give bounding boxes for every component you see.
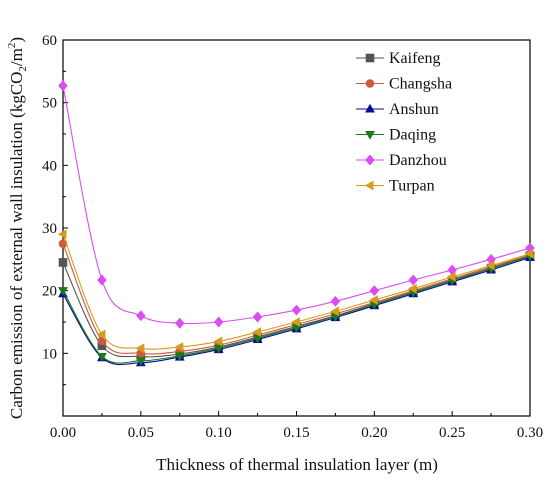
series-layer [57, 80, 535, 367]
data-point-turpan [330, 306, 339, 317]
data-point-turpan [252, 327, 262, 337]
x-tick-label: 0.25 [439, 425, 465, 441]
legend-marker-changsha [365, 79, 375, 88]
data-point-daqing [97, 352, 107, 362]
data-point-turpan [57, 229, 67, 240]
series-line-changsha [62, 243, 531, 355]
series-daqing [58, 252, 535, 367]
data-point-turpan [408, 283, 417, 294]
legend-marker-daqing [365, 131, 375, 140]
data-point-daqing [58, 287, 68, 296]
data-point-danzhou [369, 285, 380, 297]
data-point-turpan [485, 260, 495, 271]
y-tick-label: 20 [42, 284, 57, 300]
y-axis: 10 20 30 40 50 60 [42, 33, 68, 386]
data-point-turpan [96, 329, 106, 340]
legend-label-anshun: Anshun [389, 101, 439, 118]
data-point-danzhou [252, 311, 263, 323]
legend-marker-kaifeng [365, 53, 375, 63]
series-changsha [58, 239, 535, 358]
x-tick-label: 0.15 [283, 425, 309, 441]
data-point-turpan [135, 343, 145, 354]
y-tick-label: 30 [42, 221, 57, 237]
series-line-danzhou [62, 85, 531, 325]
legend-item-kaifeng: Kaifeng [356, 50, 441, 67]
legend: Kaifeng Changsha Anshun Daqing Danzhou Turpan [356, 50, 452, 195]
legend-marker-danzhou [365, 154, 375, 166]
x-tick-label: 0.10 [206, 425, 232, 441]
x-tick-label: 0.20 [361, 425, 387, 441]
data-point-daqing [174, 352, 185, 362]
legend-item-anshun: Anshun [356, 101, 439, 118]
x-tick-label: 0.05 [128, 425, 154, 441]
data-point-danzhou [330, 295, 341, 307]
legend-item-daqing: Daqing [356, 127, 436, 144]
series-danzhou [58, 80, 535, 329]
legend-label-kaifeng: Kaifeng [389, 50, 441, 67]
y-tick-label: 40 [42, 158, 57, 174]
x-axis-title: Thickness of thermal insulation layer (m… [156, 455, 438, 474]
data-point-turpan [369, 295, 378, 305]
data-point-kaifeng [58, 258, 68, 267]
data-point-danzhou [136, 310, 146, 322]
legend-label-turpan: Turpan [389, 178, 435, 195]
data-point-daqing [252, 334, 263, 344]
legend-marker-anshun [365, 103, 375, 113]
data-point-changsha [58, 239, 68, 248]
data-point-daqing [213, 344, 224, 354]
x-tick-label: 0.30 [517, 425, 543, 441]
plot-frame [62, 39, 531, 417]
legend-item-danzhou: Danzhou [356, 152, 447, 169]
data-point-danzhou [213, 316, 224, 328]
data-point-danzhou [291, 304, 302, 316]
legend-item-changsha: Changsha [356, 76, 452, 93]
data-point-turpan [174, 342, 184, 352]
y-tick-label: 50 [42, 96, 57, 112]
data-point-danzhou [408, 274, 419, 286]
y-tick-label: 60 [42, 33, 57, 49]
data-point-danzhou [58, 80, 68, 92]
data-point-turpan [213, 336, 223, 347]
x-axis: 0.00 0.05 0.10 0.15 0.20 0.25 0.30 [50, 411, 543, 441]
legend-label-daqing: Daqing [389, 127, 436, 144]
data-point-danzhou [97, 274, 107, 286]
y-tick-label: 10 [42, 346, 57, 362]
plot-border [62, 39, 531, 417]
data-point-turpan [524, 248, 534, 259]
y-axis-title: Carbon emission of external wall insulat… [6, 37, 29, 419]
x-tick-label: 0.00 [50, 425, 76, 441]
data-point-daqing [135, 357, 146, 367]
legend-item-turpan: Turpan [356, 178, 435, 195]
series-turpan [57, 229, 534, 354]
data-point-turpan [291, 317, 301, 327]
legend-label-danzhou: Danzhou [389, 152, 447, 169]
data-point-danzhou [174, 317, 185, 329]
legend-marker-turpan [364, 180, 374, 191]
data-point-turpan [446, 271, 456, 282]
legend-label-changsha: Changsha [389, 76, 452, 93]
